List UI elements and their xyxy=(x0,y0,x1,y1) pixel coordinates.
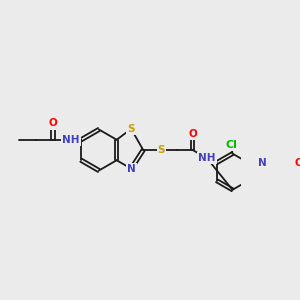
Text: Cl: Cl xyxy=(225,140,237,150)
Text: NH: NH xyxy=(198,153,216,164)
Text: S: S xyxy=(128,124,135,134)
Text: S: S xyxy=(158,145,165,155)
Text: O: O xyxy=(49,118,58,128)
Text: O: O xyxy=(188,129,197,139)
Text: N: N xyxy=(127,164,136,174)
Text: N: N xyxy=(258,158,267,168)
Text: NH: NH xyxy=(62,135,80,145)
Text: O: O xyxy=(294,158,300,168)
